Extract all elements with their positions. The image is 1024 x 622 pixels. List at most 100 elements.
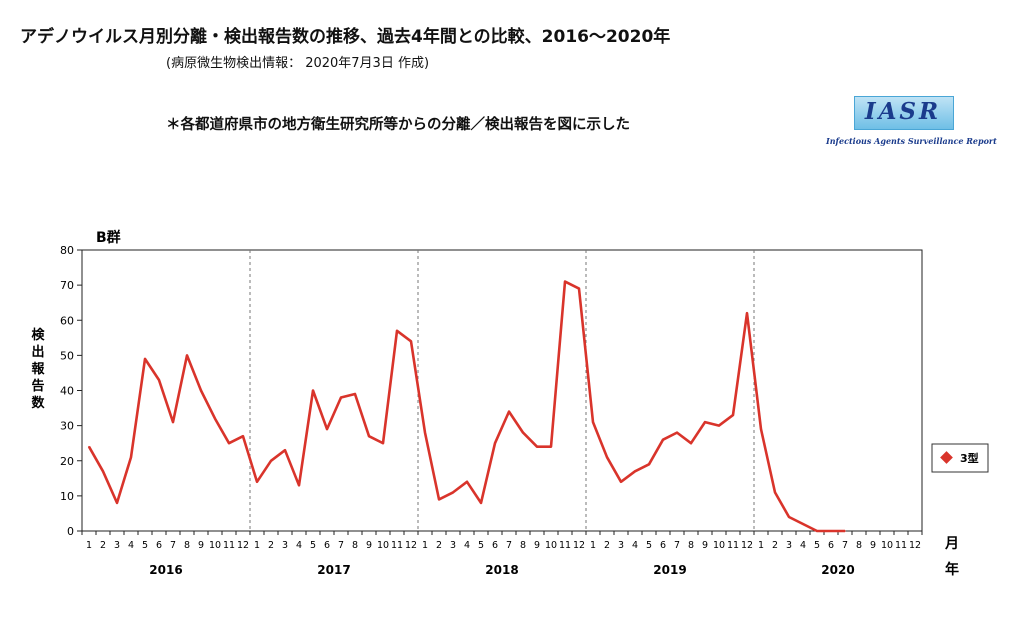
data-point xyxy=(550,445,552,448)
x-tick-label-month: 5 xyxy=(814,540,820,551)
x-tick-label-month: 8 xyxy=(688,540,694,551)
x-tick-label-month: 3 xyxy=(114,540,120,551)
y-axis-title-char: 告 xyxy=(31,378,44,394)
data-point xyxy=(242,435,244,437)
data-point xyxy=(690,442,692,444)
x-axis-month-unit: 月 xyxy=(944,536,959,552)
data-point xyxy=(88,445,90,448)
data-point xyxy=(312,389,314,392)
x-tick-label-month: 10 xyxy=(713,540,725,551)
data-point xyxy=(606,456,608,459)
x-tick-label-month: 6 xyxy=(156,540,162,551)
data-point xyxy=(396,329,398,332)
x-axis-year-unit: 年 xyxy=(945,561,959,578)
y-axis-title-char: 出 xyxy=(31,344,44,360)
data-point xyxy=(634,470,636,473)
x-tick-label-month: 7 xyxy=(842,540,848,551)
data-point xyxy=(438,498,440,501)
data-point xyxy=(186,354,188,357)
x-tick-label-month: 8 xyxy=(520,540,526,551)
x-tick-label-month: 2 xyxy=(268,540,274,551)
y-axis-ticks: 0 10 20 30 40 50 60 70 80 xyxy=(60,244,82,538)
data-point xyxy=(368,435,370,437)
iasr-logo-text: IASR xyxy=(864,98,942,125)
data-point xyxy=(788,516,790,518)
plot-frame xyxy=(81,249,923,532)
data-point xyxy=(298,484,300,487)
data-point xyxy=(228,442,230,444)
x-tick-label-month: 2 xyxy=(604,540,610,551)
data-point xyxy=(844,530,846,532)
data-point xyxy=(704,421,706,423)
y-tick-label: 40 xyxy=(60,385,74,398)
x-tick-label-month: 9 xyxy=(534,540,540,551)
data-point xyxy=(326,428,328,430)
iasr-logo: IASR Infectious Agents Surveillance Repo… xyxy=(826,96,997,152)
x-tick-label-month: 11 xyxy=(391,540,403,551)
y-tick-label: 0 xyxy=(67,525,74,538)
data-point xyxy=(130,456,132,459)
data-point xyxy=(676,431,678,434)
legend: 3型 xyxy=(931,443,989,473)
data-point xyxy=(494,442,496,444)
data-point xyxy=(466,481,468,483)
data-point xyxy=(158,379,160,381)
data-point xyxy=(200,389,202,392)
data-point xyxy=(746,312,748,315)
x-tick-label-month: 9 xyxy=(366,540,372,551)
x-tick-label-year: 2016 xyxy=(149,563,182,577)
x-tick-label-month: 6 xyxy=(828,540,834,551)
x-tick-label-month: 2 xyxy=(100,540,106,551)
x-tick-label-month: 12 xyxy=(237,540,249,551)
data-point xyxy=(508,410,510,413)
x-tick-label-month: 11 xyxy=(559,540,571,551)
x-tick-label-month: 1 xyxy=(422,540,428,551)
data-point xyxy=(102,470,104,473)
data-point xyxy=(452,491,454,494)
data-point xyxy=(480,502,482,504)
y-tick-label: 10 xyxy=(60,490,74,503)
y-axis-title-char: 検 xyxy=(31,327,45,343)
chart-title: アデノウイルス月別分離・検出報告数の推移、過去4年間との比較、2016〜2020… xyxy=(20,27,671,47)
series-3-type xyxy=(87,280,846,533)
x-tick-label-month: 11 xyxy=(895,540,907,551)
x-tick-label-month: 10 xyxy=(209,540,221,551)
x-tick-label-year: 2019 xyxy=(653,563,686,577)
x-tick-label-month: 5 xyxy=(478,540,484,551)
x-tick-label-month: 6 xyxy=(492,540,498,551)
x-tick-label-month: 3 xyxy=(618,540,624,551)
x-tick-label-month: 7 xyxy=(506,540,512,551)
data-point xyxy=(718,424,720,427)
data-point xyxy=(564,280,566,283)
data-point xyxy=(270,459,272,462)
x-tick-label-month: 4 xyxy=(632,540,638,551)
data-point xyxy=(662,438,664,441)
y-axis-title: 検出報告数 xyxy=(31,327,45,411)
x-tick-label-year: 2020 xyxy=(821,563,854,577)
x-tick-label-month: 12 xyxy=(573,540,585,551)
data-point xyxy=(592,421,594,423)
chart-group-label: B群 xyxy=(96,229,121,246)
x-tick-label-month: 9 xyxy=(870,540,876,551)
x-tick-label-month: 9 xyxy=(702,540,708,551)
data-point xyxy=(284,449,286,452)
iasr-logo-box xyxy=(854,96,954,130)
x-tick-label-month: 4 xyxy=(296,540,302,551)
y-tick-label: 50 xyxy=(60,349,74,362)
x-tick-label-month: 3 xyxy=(282,540,288,551)
x-tick-label-month: 6 xyxy=(660,540,666,551)
x-tick-label-month: 1 xyxy=(86,540,92,551)
chart-subtitle: (病原微生物検出情報： 2020年7月3日 作成) xyxy=(166,56,430,71)
data-point xyxy=(382,442,384,444)
y-tick-label: 70 xyxy=(60,279,74,292)
x-tick-label-month: 7 xyxy=(170,540,176,551)
data-point xyxy=(172,421,174,423)
data-point xyxy=(256,481,258,483)
y-tick-label: 30 xyxy=(60,420,74,433)
data-point xyxy=(522,431,524,434)
y-axis-title-char: 数 xyxy=(31,395,45,411)
data-point xyxy=(536,445,538,448)
x-tick-label-month: 5 xyxy=(646,540,652,551)
